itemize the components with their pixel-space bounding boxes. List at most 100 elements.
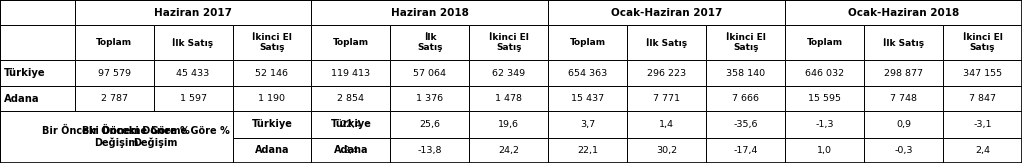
Bar [548, 0, 785, 25]
Text: İlk Satış: İlk Satış [173, 38, 214, 48]
Text: Haziran 2017: Haziran 2017 [154, 8, 232, 18]
Text: İlk Satış: İlk Satış [646, 38, 687, 48]
Bar [785, 86, 865, 111]
Bar [469, 60, 549, 86]
Text: Toplam: Toplam [96, 38, 132, 47]
Bar [628, 138, 706, 163]
Bar [864, 111, 943, 138]
Text: 15 437: 15 437 [571, 94, 604, 103]
Text: Ocak-Haziran 2017: Ocak-Haziran 2017 [611, 8, 723, 18]
Bar [943, 25, 1022, 60]
Text: 296 223: 296 223 [647, 69, 687, 78]
Bar [864, 25, 943, 60]
Text: 7 771: 7 771 [653, 94, 681, 103]
Text: 654 363: 654 363 [568, 69, 607, 78]
Bar [390, 25, 469, 60]
Text: 7 666: 7 666 [732, 94, 759, 103]
Text: 1 190: 1 190 [259, 94, 285, 103]
Bar [75, 0, 312, 25]
Bar [312, 138, 390, 163]
Text: 347 155: 347 155 [963, 69, 1003, 78]
Text: -1,3: -1,3 [816, 120, 834, 129]
Bar [0, 25, 75, 60]
Bar [469, 25, 549, 60]
Text: 19,6: 19,6 [499, 120, 519, 129]
Text: Toplam: Toplam [806, 38, 843, 47]
Bar [469, 86, 549, 111]
Text: -13,8: -13,8 [418, 146, 443, 155]
Bar [548, 111, 628, 138]
Text: İlk Satış: İlk Satış [883, 38, 924, 48]
Bar [232, 138, 312, 163]
Bar [0, 111, 232, 163]
Bar [785, 111, 865, 138]
Text: İkinci El
Satış: İkinci El Satış [489, 33, 528, 52]
Text: -0,3: -0,3 [894, 146, 913, 155]
Text: İlk
Satış: İlk Satış [417, 33, 443, 52]
Text: Toplam: Toplam [333, 38, 369, 47]
Bar [548, 60, 628, 86]
Bar [864, 86, 943, 111]
Bar [469, 138, 549, 163]
Text: 57 064: 57 064 [413, 69, 447, 78]
Text: 1,0: 1,0 [818, 146, 832, 155]
Text: Adana: Adana [333, 145, 368, 155]
Text: 646 032: 646 032 [805, 69, 844, 78]
Text: İkinci El
Satış: İkinci El Satış [252, 33, 292, 52]
Text: 1 478: 1 478 [496, 94, 522, 103]
Text: 30,2: 30,2 [656, 146, 678, 155]
Bar [312, 111, 390, 138]
Bar [75, 86, 153, 111]
Bar [0, 111, 312, 163]
Bar [0, 86, 75, 111]
Text: 1,4: 1,4 [659, 120, 675, 129]
Text: 45 433: 45 433 [177, 69, 210, 78]
Bar [706, 25, 785, 60]
Text: 52 146: 52 146 [256, 69, 288, 78]
Text: 62 349: 62 349 [493, 69, 525, 78]
Bar [390, 60, 469, 86]
Text: 2,4: 2,4 [343, 146, 359, 155]
Bar [943, 86, 1022, 111]
Text: İkinci El
Satış: İkinci El Satış [963, 33, 1003, 52]
Bar [628, 111, 706, 138]
Text: 2 787: 2 787 [100, 94, 128, 103]
Text: 2,4: 2,4 [975, 146, 990, 155]
Text: -3,1: -3,1 [973, 120, 991, 129]
Text: 119 413: 119 413 [331, 69, 371, 78]
Text: 25,6: 25,6 [419, 120, 440, 129]
Text: Adana: Adana [254, 145, 289, 155]
Bar [232, 111, 312, 138]
Bar [706, 138, 785, 163]
Bar [628, 25, 706, 60]
Bar [864, 60, 943, 86]
Bar [943, 60, 1022, 86]
Bar [0, 0, 75, 25]
Bar [785, 25, 865, 60]
Text: 22,1: 22,1 [577, 146, 598, 155]
Bar [75, 25, 153, 60]
Text: -17,4: -17,4 [734, 146, 758, 155]
Text: 97 579: 97 579 [97, 69, 131, 78]
Bar [469, 111, 549, 138]
Text: Bir Önceki Döneme Göre %
Değişim: Bir Önceki Döneme Göre % Değişim [42, 126, 190, 148]
Bar [312, 138, 390, 163]
Text: 0,9: 0,9 [896, 120, 911, 129]
Bar [548, 86, 628, 111]
Bar [312, 0, 548, 25]
Bar [628, 86, 706, 111]
Bar [232, 86, 312, 111]
Bar [390, 111, 469, 138]
Bar [548, 138, 628, 163]
Text: Ocak-Haziran 2018: Ocak-Haziran 2018 [848, 8, 960, 18]
Text: 22,4: 22,4 [340, 120, 362, 129]
Text: 1 376: 1 376 [416, 94, 444, 103]
Text: 358 140: 358 140 [726, 69, 765, 78]
Bar [785, 138, 865, 163]
Bar [706, 111, 785, 138]
Text: 298 877: 298 877 [884, 69, 923, 78]
Bar [628, 60, 706, 86]
Text: Haziran 2018: Haziran 2018 [391, 8, 469, 18]
Bar [785, 0, 1022, 25]
Text: 3,7: 3,7 [580, 120, 596, 129]
